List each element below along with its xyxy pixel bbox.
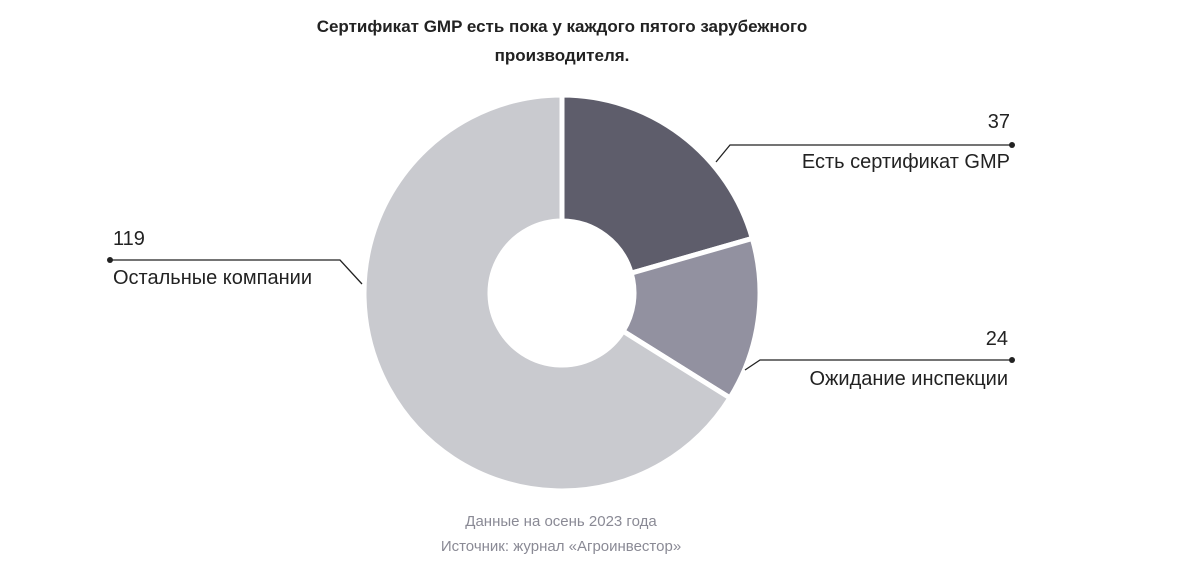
note: Источник: журнал «Агроинвестор»	[441, 538, 681, 555]
donut-slice	[620, 235, 763, 401]
leader-line	[715, 144, 1012, 163]
value-label: 24	[986, 328, 1008, 350]
value-label: 119	[113, 228, 145, 250]
leader-dot	[107, 257, 113, 263]
donut-slice	[361, 92, 733, 494]
value-label: 37	[988, 111, 1010, 133]
chart-title: Сертификат GMP есть пока у каждого пятог…	[316, 17, 808, 65]
category-label: Ожидание инспекции	[809, 368, 1008, 390]
leader-dot	[1009, 357, 1015, 363]
leader-line	[110, 259, 363, 285]
leader-line	[744, 359, 1012, 371]
note: Данные на осень 2023 года	[465, 513, 657, 530]
donut-slice	[559, 92, 755, 276]
category-label: Есть сертификат GMP	[802, 151, 1010, 173]
category-label: Остальные компании	[113, 267, 312, 289]
leader-dot	[1009, 142, 1015, 148]
